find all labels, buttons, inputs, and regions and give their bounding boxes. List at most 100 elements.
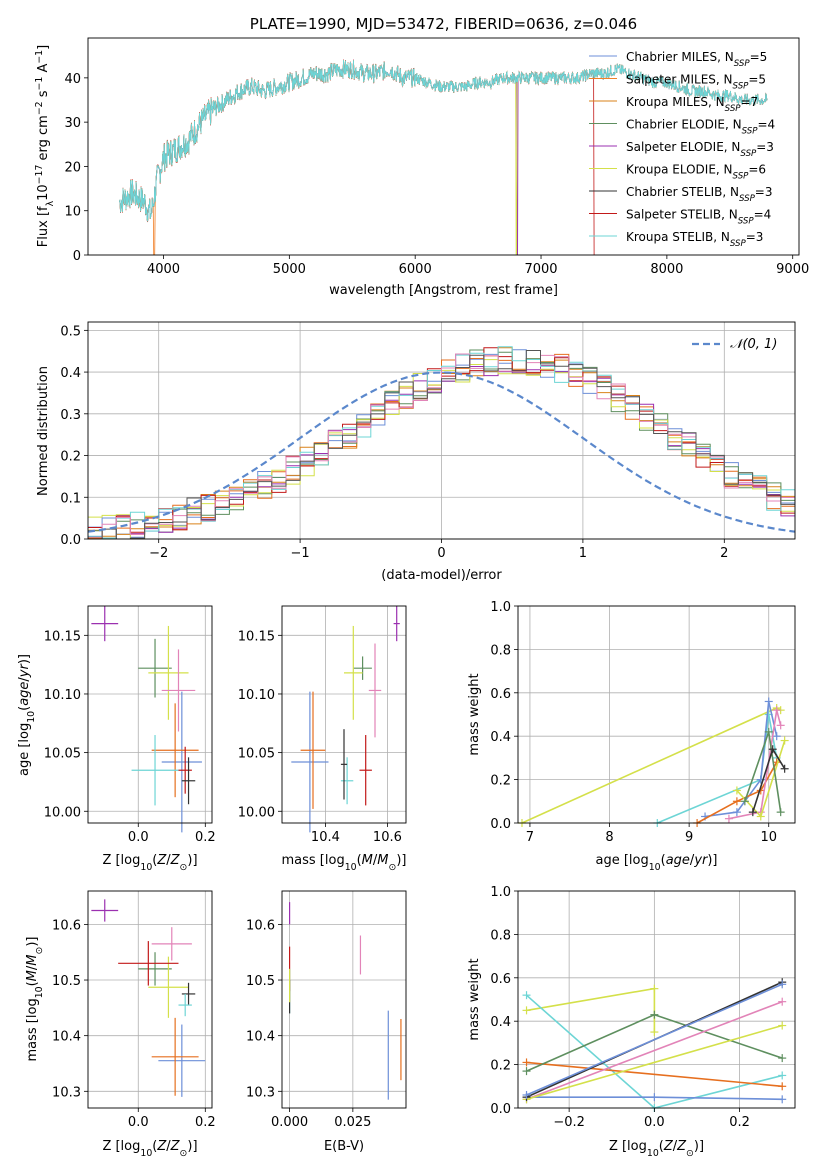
y-tick-label: 0.4 <box>60 366 81 381</box>
y-tick-label: 0.0 <box>490 1102 511 1117</box>
x-tick-label: 2 <box>720 546 728 561</box>
massweight-line <box>526 1061 783 1088</box>
x-tick-label: −2 <box>149 546 168 561</box>
x-tick-label: 0.0 <box>128 1115 149 1130</box>
massweight-line <box>526 1024 783 1101</box>
normal-curve <box>88 371 795 533</box>
legend-label: Salpeter ELODIE, NSSP=3 <box>626 140 774 159</box>
plot-area <box>119 59 768 255</box>
axes-frame <box>281 890 407 1109</box>
errorbar-axes-5: 0.0 0.2 10.3 10.4 10.5 10.6 <box>52 890 216 1130</box>
y-tick-label: 10.15 <box>44 629 81 644</box>
x-axis-label: Z [log10(Z/Z⊙)] <box>102 853 197 873</box>
legend-label: Kroupa MILES, NSSP=7 <box>626 95 758 114</box>
y-tick-label: 10.3 <box>246 1085 275 1100</box>
spectrum-line-1 <box>119 59 768 255</box>
legend-label: Salpeter STELIB, NSSP=4 <box>626 208 771 227</box>
x-axis-label: mass [log10(M/M⊙)] <box>282 853 407 873</box>
histogram-series-1 <box>88 353 795 539</box>
y-tick-label: 0.6 <box>490 687 511 702</box>
y-tick-label: 10.4 <box>52 1030 81 1045</box>
x-tick-label: 0.2 <box>195 830 216 845</box>
axes-frame <box>517 890 796 1109</box>
y-tick-label: 10.5 <box>52 974 81 989</box>
plot-area <box>91 606 202 833</box>
y-tick-label: 0.2 <box>490 774 511 789</box>
histogram-series-8 <box>88 353 795 539</box>
axes-frame <box>87 321 796 540</box>
x-tick-label: 6000 <box>399 262 432 277</box>
spectrum-ylabel: Flux [fλ10−17 erg cm−2 s−1 A−1] <box>34 45 56 247</box>
plot-area <box>517 697 789 827</box>
histogram-series-9 <box>88 350 795 539</box>
errorbar-axes-3: 10.4 10.6 10.00 10.05 10.10 10.15 <box>238 605 407 845</box>
y-tick-label: 0 <box>73 249 81 264</box>
massweight-line <box>526 983 783 1096</box>
massweight-line <box>526 987 656 1032</box>
x-tick-label: 9 <box>685 830 693 845</box>
legend-label: Kroupa ELODIE, NSSP=6 <box>626 163 766 182</box>
y-tick-label: 0.8 <box>490 643 511 658</box>
y-tick-label: 10.10 <box>238 688 275 703</box>
plot-area <box>91 899 206 1097</box>
y-tick-label: 10.5 <box>246 974 275 989</box>
y-tick-label: 10.05 <box>238 747 275 762</box>
x-axis-label: Z [log10(Z/Z⊙)] <box>102 1139 197 1159</box>
spectrum-line-5 <box>119 60 768 255</box>
x-tick-label: 0.025 <box>334 1115 371 1130</box>
y-tick-label: 0.3 <box>60 408 81 423</box>
y-tick-label: 0.6 <box>490 972 511 987</box>
y-tick-label: 10.05 <box>44 747 81 762</box>
x-tick-label: 0 <box>437 546 445 561</box>
errorbar-axes-6: 0.000 0.025 10.3 10.4 10.5 10.6 <box>246 890 407 1130</box>
normal-legend-label: 𝒩(0, 1) <box>730 337 777 352</box>
massweight-line <box>696 761 778 824</box>
x-tick-label: 7000 <box>524 262 557 277</box>
y-tick-label: 10.6 <box>246 918 275 933</box>
plot-area <box>522 978 787 1112</box>
residual-xlabel: (data-model)/error <box>381 568 502 583</box>
spectrum-line-7 <box>119 59 595 255</box>
axes-frame <box>517 605 796 824</box>
legend-label: Chabrier STELIB, NSSP=3 <box>626 185 773 204</box>
spectrum-xlabel: wavelength [Angstrom, rest frame] <box>329 283 558 298</box>
axes-frame <box>87 605 213 824</box>
y-axis-label: mass weight <box>467 673 482 755</box>
x-tick-label: 8 <box>605 830 613 845</box>
massweight-line <box>526 1000 783 1101</box>
y-tick-label: 0.0 <box>490 817 511 832</box>
x-tick-label: 10.6 <box>373 830 402 845</box>
x-tick-label: 7 <box>526 830 534 845</box>
y-tick-label: 40 <box>64 72 81 87</box>
legend-label: Chabrier MILES, NSSP=5 <box>626 50 767 69</box>
x-tick-label: 1 <box>579 546 587 561</box>
spectrum-axes: 4000 5000 6000 7000 8000 9000 0 10 20 30 40 <box>64 37 809 277</box>
x-tick-label: 9000 <box>776 262 809 277</box>
y-tick-label: 0.0 <box>60 533 81 548</box>
histogram-series-7 <box>88 346 795 539</box>
y-tick-label: 10.4 <box>246 1030 275 1045</box>
axes-frame <box>281 605 407 824</box>
x-axis-label: E(B-V) <box>324 1139 364 1154</box>
y-tick-label: 10 <box>64 205 81 220</box>
errorbar-axes-2: 0.0 0.2 10.00 10.05 10.10 10.15 <box>44 605 216 845</box>
legend-label: Chabrier ELODIE, NSSP=4 <box>626 118 775 137</box>
axes-frame <box>87 890 213 1109</box>
x-tick-label: 0.2 <box>729 1115 750 1130</box>
y-tick-label: 0.1 <box>60 491 81 506</box>
residual-axes: −2 −1 0 1 2 0.0 0.1 0.2 0.3 0.4 0.5 <box>60 321 796 561</box>
massweight-line <box>656 714 778 824</box>
residual-ylabel: Normed distribution <box>36 366 51 496</box>
y-tick-label: 10.3 <box>52 1085 81 1100</box>
legend-label: Kroupa STELIB, NSSP=3 <box>626 230 763 249</box>
histogram-steps <box>88 346 795 539</box>
y-axis-label: age [log10(age/yr)] <box>17 654 37 776</box>
x-axis-label: Z [log10(Z/Z⊙)] <box>609 1139 704 1159</box>
spectrum-line-8 <box>119 59 768 222</box>
x-tick-label: 0.0 <box>128 830 149 845</box>
spectrum-line-4 <box>119 59 768 255</box>
y-tick-label: 1.0 <box>490 600 511 615</box>
y-axis-label: mass [log10(M/M⊙)] <box>25 937 45 1062</box>
y-tick-label: 0.2 <box>60 450 81 465</box>
